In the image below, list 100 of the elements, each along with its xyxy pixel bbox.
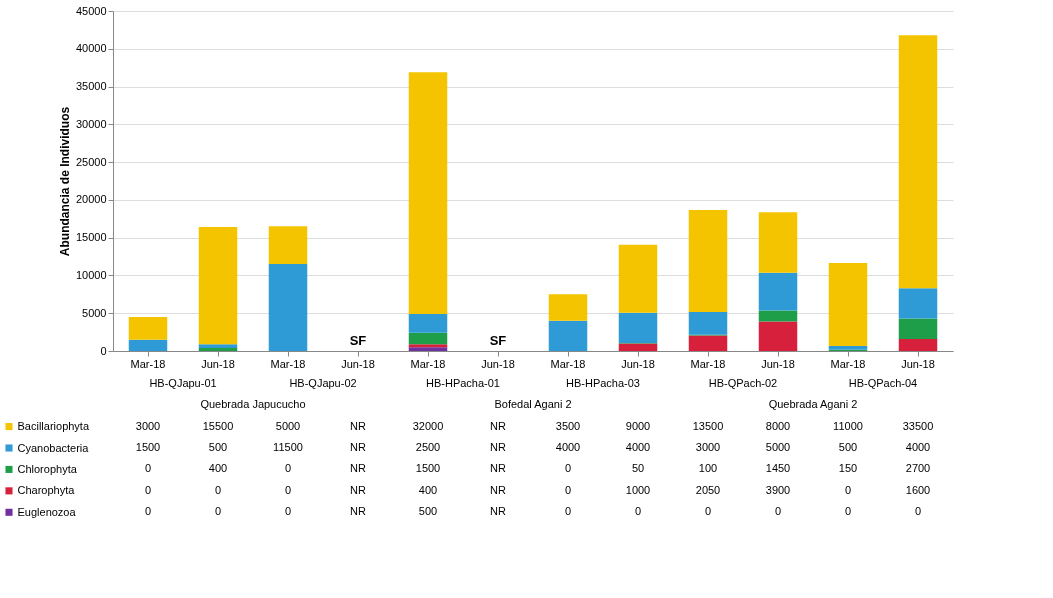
data-label: 0 [704, 505, 712, 518]
bar [128, 339, 168, 351]
data-label: 0 [564, 505, 572, 518]
bar [898, 35, 938, 289]
x-tick-label: Mar-18 [830, 357, 866, 370]
text: Quebrada Japucucho [200, 398, 306, 411]
data-label: 3000 [695, 441, 721, 453]
text: NR [490, 505, 506, 518]
data-label: 9000 [625, 419, 651, 432]
x-tick-label: Jun-18 [201, 357, 235, 370]
data-label: 15500 [202, 419, 234, 432]
data-label: 5000 [275, 419, 301, 432]
data-label: 500 [208, 441, 228, 453]
x-tick-label: Jun-18 [761, 357, 795, 370]
data-label: 3500 [555, 419, 581, 432]
data-label: 400 [418, 483, 438, 496]
data-label: 1000 [625, 483, 651, 496]
bar [548, 294, 588, 321]
data-label: 4000 [555, 441, 581, 453]
y-tick-label: 45000 [75, 4, 107, 17]
text: NR [490, 462, 506, 475]
data-label: 0 [214, 483, 222, 496]
data-label: 0 [844, 505, 852, 518]
text: NR [350, 483, 366, 496]
data-label: 0 [774, 505, 782, 518]
data-label: 0 [214, 505, 222, 518]
data-label: 11500 [273, 441, 303, 453]
data-label: 4000 [625, 441, 651, 453]
y-tick-label: 15000 [75, 231, 107, 244]
data-label: 2500 [415, 441, 441, 453]
y-tick-label: 35000 [75, 80, 107, 93]
text: NR [490, 419, 506, 432]
y-tick-label: 5000 [82, 306, 107, 319]
data-label: 50 [631, 462, 645, 475]
data-label: 500 [418, 505, 438, 518]
annotation: SF [349, 333, 367, 348]
data-label: 0 [144, 483, 152, 496]
data-label: 3000 [135, 419, 161, 432]
data-label: 32000 [412, 419, 444, 432]
data-label: 0 [284, 505, 292, 518]
y-tick-label: 30000 [75, 117, 107, 130]
data-label: 0 [144, 462, 152, 475]
x-tick-label: Mar-18 [550, 357, 586, 370]
data-label: 0 [634, 505, 642, 518]
data-label: 100 [698, 462, 718, 475]
text: HB-HPacha-01 [426, 376, 500, 389]
data-label: 0 [284, 462, 292, 475]
y-tick-label: 0 [100, 344, 107, 357]
annotation: SF [489, 333, 507, 348]
bar [898, 338, 938, 351]
y-tick-label: 40000 [75, 42, 107, 55]
bar [268, 264, 308, 351]
data-label: 5000 [765, 441, 791, 453]
bar [758, 321, 798, 351]
bar [828, 262, 868, 347]
x-tick-label: Mar-18 [130, 357, 166, 370]
x-tick-label: Mar-18 [270, 357, 306, 370]
bar [758, 272, 798, 311]
x-tick-label: Jun-18 [621, 357, 655, 370]
text: NR [490, 483, 506, 496]
text: NR [490, 441, 506, 453]
legend-label: Bacillariophyta [17, 420, 90, 433]
data-label: 0 [284, 483, 292, 496]
text: NR [350, 441, 366, 453]
bar [268, 226, 308, 265]
bar [618, 312, 658, 344]
bar [198, 344, 238, 348]
x-tick-label: Jun-18 [341, 357, 375, 370]
bar [758, 212, 798, 273]
y-tick-label: 20000 [75, 193, 107, 206]
text: NR [350, 462, 366, 475]
bar [128, 317, 168, 340]
bar [408, 332, 448, 345]
data-label: 0 [844, 483, 852, 496]
data-label: 0 [144, 505, 152, 518]
text: HB-HPacha-03 [566, 376, 640, 389]
text: HB-QPach-04 [848, 376, 918, 389]
data-label: 13500 [692, 419, 724, 432]
text: NR [350, 419, 366, 432]
data-label: 1600 [905, 483, 931, 496]
data-label: 4000 [905, 441, 931, 453]
data-label: 0 [564, 462, 572, 475]
data-label: 11000 [833, 419, 863, 432]
legend-label: Cyanobacteria [17, 441, 90, 454]
data-label: 0 [564, 483, 572, 496]
data-label: 500 [838, 441, 858, 453]
x-tick-label: Jun-18 [901, 357, 935, 370]
data-label: 400 [208, 462, 228, 475]
bar [198, 227, 238, 345]
bar [618, 244, 658, 313]
data-label: 150 [838, 462, 858, 475]
text: Quebrada Agani 2 [768, 398, 858, 411]
legend-label: Charophyta [17, 484, 76, 497]
bar [408, 313, 448, 333]
data-label: 33500 [902, 419, 934, 432]
text: NR [350, 505, 366, 518]
bar [618, 343, 658, 351]
data-label: 8000 [765, 419, 791, 432]
text: HB-QPach-02 [708, 376, 778, 389]
bar [688, 210, 728, 313]
